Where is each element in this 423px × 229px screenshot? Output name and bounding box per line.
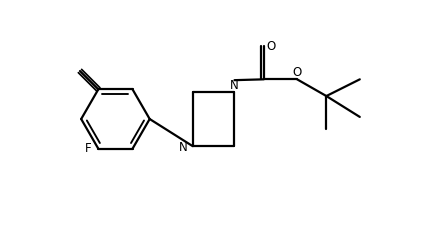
Text: F: F bbox=[85, 142, 91, 155]
Text: N: N bbox=[230, 79, 239, 91]
Text: N: N bbox=[179, 140, 188, 153]
Text: O: O bbox=[292, 66, 302, 79]
Text: O: O bbox=[266, 40, 275, 53]
